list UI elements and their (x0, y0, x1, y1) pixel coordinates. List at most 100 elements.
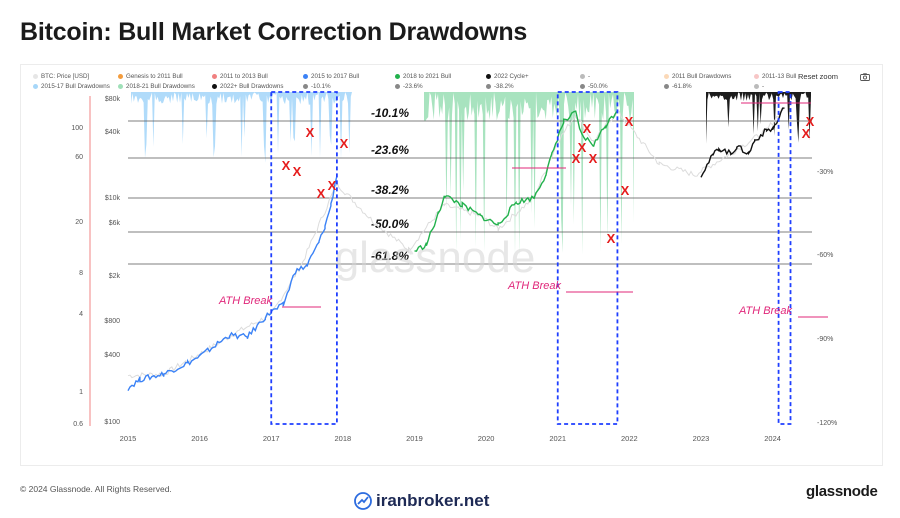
series-line (127, 107, 785, 379)
legend-item[interactable]: -23.6% (395, 83, 423, 91)
correction-marker: X (806, 114, 815, 129)
legend-label: - (588, 73, 591, 80)
legend-label: -61.8% (672, 83, 692, 90)
legend-item[interactable]: - (754, 83, 764, 91)
legend-swatch (303, 83, 308, 89)
x-tick-label: 2022 (621, 434, 638, 443)
drawdown-tick-label: -90% (817, 336, 833, 343)
legend-label: -50.0% (588, 83, 608, 90)
legend-item[interactable]: 2011 to 2013 Bull (212, 73, 268, 81)
drawdown-tick-label: -30% (817, 169, 833, 176)
correction-marker: X (589, 151, 598, 166)
glassnode-logo: glassnode (806, 483, 878, 500)
legend-label: 2011-13 Bull (762, 73, 797, 80)
x-tick-label: 2017 (263, 434, 280, 443)
x-tick-label: 2023 (693, 434, 710, 443)
brand-text: iranbroker.net (376, 491, 490, 510)
legend-item[interactable]: Genesis to 2011 Bull (118, 73, 183, 81)
correction-marker: X (802, 126, 811, 141)
left-tick-label: 8 (79, 270, 83, 277)
legend-swatch (212, 83, 217, 89)
legend-item[interactable]: BTC: Price [USD] (33, 73, 89, 81)
ath-break-label: ATH Break (507, 280, 561, 292)
legend-swatch (33, 73, 38, 79)
page-title: Bitcoin: Bull Market Correction Drawdown… (20, 18, 528, 46)
correction-marker: X (572, 151, 581, 166)
legend-swatch (664, 83, 669, 89)
highlight-window (777, 91, 792, 425)
legend-swatch (754, 83, 759, 89)
price-tick-label: $80k (105, 96, 121, 103)
correction-marker: X (621, 183, 630, 198)
legend-label: -10.1% (311, 83, 331, 90)
legend-swatch (580, 83, 585, 89)
highlight-window (270, 91, 338, 425)
price-tick-label: $100 (104, 419, 120, 426)
x-tick-label: 2018 (335, 434, 352, 443)
legend-item[interactable]: 2015-17 Bull Drawdowns (33, 83, 110, 91)
legend-label: 2022+ Bull Drawdowns (220, 83, 284, 90)
retracement-label: -38.2% (371, 183, 409, 197)
correction-marker: X (583, 121, 592, 136)
left-tick-label: 1 (79, 389, 83, 396)
legend-label: 2015 to 2017 Bull (311, 73, 360, 80)
camera-icon[interactable] (860, 73, 870, 81)
left-tick-label: 0.6 (73, 421, 83, 428)
legend-label: -38.2% (494, 83, 514, 90)
price-tick-label: $2k (109, 273, 121, 280)
legend-label: 2011 Bull Drawdowns (672, 73, 732, 80)
legend-item[interactable]: 2015 to 2017 Bull (303, 73, 359, 81)
price-tick-label: $800 (104, 318, 120, 325)
price-tick-label: $400 (104, 352, 120, 359)
legend-item[interactable]: 2018 to 2021 Bull (395, 73, 451, 81)
ath-break-label: ATH Break (218, 295, 272, 307)
series-line (127, 175, 338, 392)
legend-swatch (212, 73, 217, 79)
legend-item[interactable]: 2022 Cycle+ (486, 73, 529, 81)
legend-item[interactable]: 2011-13 Bull (754, 73, 796, 81)
x-tick-label: 2015 (120, 434, 137, 443)
legend-item[interactable]: - (580, 73, 590, 81)
left-tick-label: 20 (75, 219, 83, 226)
legend-item[interactable]: -61.8% (664, 83, 692, 91)
legend-item[interactable]: 2018-21 Bull Drawdowns (118, 83, 195, 91)
correction-marker: X (282, 158, 291, 173)
legend-swatch (580, 73, 585, 79)
correction-marker: X (578, 140, 587, 155)
reset-zoom-button[interactable]: Reset zoom (798, 72, 839, 81)
correction-marker: X (607, 231, 616, 246)
drawdown-fill-2022 (706, 92, 811, 144)
legend-item[interactable]: -10.1% (303, 83, 331, 91)
legend-item[interactable]: -38.2% (486, 83, 514, 91)
copyright-text: © 2024 Glassnode. All Rights Reserved. (20, 484, 172, 494)
legend-item[interactable]: -50.0% (580, 83, 608, 91)
x-tick-label: 2021 (549, 434, 566, 443)
price-tick-label: $6k (109, 220, 121, 227)
legend-swatch (118, 83, 123, 89)
price-tick-label: $40k (105, 129, 121, 136)
x-tick-label: 2019 (406, 434, 423, 443)
legend-label: - (762, 83, 765, 90)
legend-label: 2018 to 2021 Bull (403, 73, 452, 80)
legend-label: BTC: Price [USD] (41, 73, 90, 80)
legend-swatch (303, 73, 308, 79)
left-tick-label: 60 (75, 154, 83, 161)
price-tick-label: $10k (105, 195, 121, 202)
legend-label: 2022 Cycle+ (494, 73, 529, 80)
legend-item[interactable]: 2022+ Bull Drawdowns (212, 83, 283, 91)
legend-swatch (395, 83, 400, 89)
highlight-window (556, 91, 619, 425)
legend-label: Genesis to 2011 Bull (126, 73, 183, 80)
x-tick-label: 2024 (764, 434, 781, 443)
correction-marker: X (293, 164, 302, 179)
legend-item[interactable]: 2011 Bull Drawdowns (664, 73, 731, 81)
legend-swatch (754, 73, 759, 79)
retracement-label: -23.6% (371, 143, 409, 157)
left-tick-label: 4 (79, 311, 83, 318)
legend-label: 2018-21 Bull Drawdowns (126, 83, 195, 90)
brand-icon (354, 492, 372, 510)
correction-marker: X (306, 125, 315, 140)
correction-marker: X (625, 114, 634, 129)
legend-swatch (33, 83, 38, 89)
